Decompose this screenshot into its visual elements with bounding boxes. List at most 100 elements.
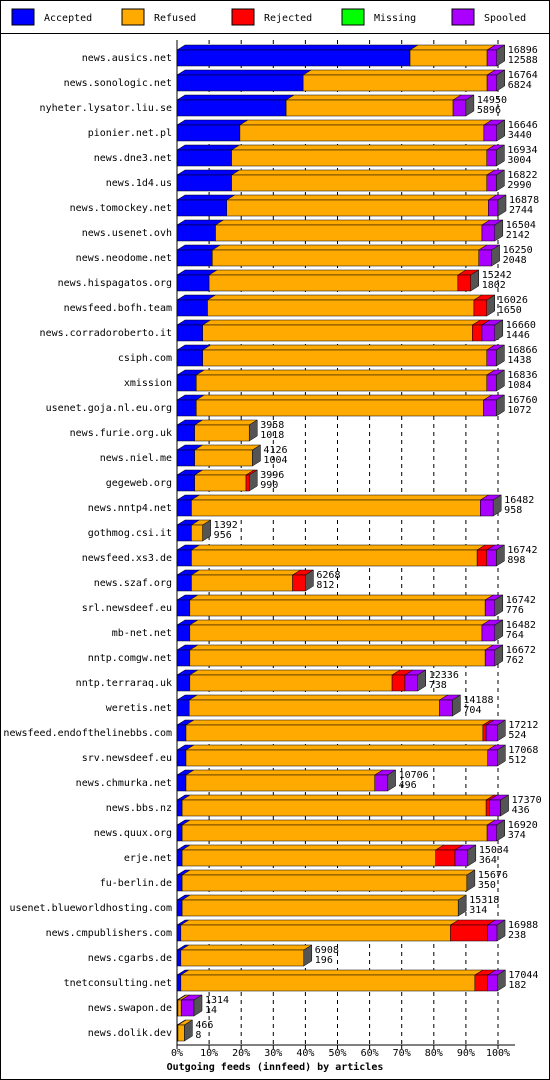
bar	[450, 924, 488, 942]
category-label cat: xmission	[124, 378, 172, 389]
bar-top	[176, 69, 313, 76]
bar	[176, 174, 232, 192]
bar	[176, 774, 187, 792]
bar-side	[491, 244, 500, 267]
accepted-label: 374	[508, 830, 526, 841]
bar	[181, 899, 459, 917]
category-label cat: newsfeed.bofh.team	[64, 303, 172, 314]
accepted-label: 956	[214, 530, 232, 541]
total-label: 14188	[463, 695, 493, 706]
x-tick-label: 80%	[425, 1048, 443, 1059]
total-label: 466	[195, 1020, 213, 1031]
total-label: 16764	[508, 70, 538, 81]
bar	[452, 99, 467, 117]
bar-top	[176, 94, 296, 101]
bar	[176, 749, 187, 767]
bar	[189, 624, 483, 642]
accepted-label: 2048	[503, 255, 527, 266]
category-label cat: news.quux.org	[94, 828, 172, 839]
bar	[176, 299, 208, 317]
category-label cat: news.dne3.net	[94, 153, 172, 164]
bar	[185, 749, 488, 767]
total-label: 10706	[399, 770, 429, 781]
category-label cat: news.1d4.us	[106, 178, 172, 189]
accepted-label: 12588	[508, 55, 538, 66]
bar	[231, 149, 488, 167]
total-label: 16822	[507, 170, 537, 181]
bar	[176, 149, 232, 167]
bar	[176, 524, 192, 542]
bar-side	[202, 519, 211, 542]
legend-label: Accepted	[44, 13, 92, 24]
bar-side	[497, 969, 506, 992]
bar-top	[193, 419, 259, 426]
bar	[208, 274, 459, 292]
bar	[191, 574, 293, 592]
bar	[476, 549, 488, 567]
bar-top	[225, 194, 498, 201]
bar	[185, 724, 484, 742]
bar	[486, 174, 497, 192]
bar	[202, 324, 473, 342]
total-label: 16672	[506, 645, 536, 656]
legend-swatch	[451, 8, 475, 26]
x-tick-label: 0%	[171, 1048, 183, 1059]
bar-top	[230, 169, 496, 176]
bar	[176, 874, 183, 892]
total-label: 4126	[263, 445, 287, 456]
bar	[454, 849, 469, 867]
category-label cat: weretis.net	[106, 703, 172, 714]
bar	[176, 674, 191, 692]
accepted-label: 196	[315, 955, 333, 966]
accepted-label: 776	[506, 605, 524, 616]
accepted-label: 6824	[508, 80, 532, 91]
total-label: 16934	[507, 145, 537, 156]
accepted-label: 5896	[477, 105, 501, 116]
total-label: 16836	[507, 370, 537, 381]
accepted-label: 238	[508, 930, 526, 941]
bar	[483, 124, 497, 142]
category-label cat: news.cmpublishers.com	[46, 928, 172, 939]
bar-top	[185, 744, 497, 751]
bar	[487, 749, 498, 767]
total-label: 16482	[506, 620, 536, 631]
total-label: 16988	[508, 920, 538, 931]
bar	[483, 399, 497, 417]
bar-side	[303, 944, 313, 967]
bar-top	[188, 594, 495, 601]
bar	[191, 499, 481, 517]
bar	[189, 649, 486, 667]
category-label cat: usenet.goja.nl.eu.org	[46, 403, 172, 414]
bar-side	[248, 469, 258, 492]
bar	[176, 699, 190, 717]
category-label cat: news.dolik.dev	[88, 1028, 172, 1039]
bar-side	[494, 619, 504, 642]
accepted-label: 512	[508, 755, 526, 766]
bar	[176, 399, 197, 417]
bar-side	[497, 744, 506, 767]
bar	[194, 449, 253, 467]
total-label: 12336	[429, 670, 459, 681]
bar-side	[496, 169, 505, 192]
accepted-label: 958	[504, 505, 522, 516]
category-label cat: srv.newsdeef.eu	[82, 753, 172, 764]
bar-top	[181, 844, 445, 851]
total-label: 15318	[469, 895, 499, 906]
bar-top	[409, 44, 496, 51]
bar-top	[181, 894, 468, 901]
bar-side	[387, 769, 396, 792]
bar	[176, 449, 195, 467]
accepted-label: 496	[399, 780, 417, 791]
bar-side	[193, 994, 203, 1017]
bar	[486, 549, 497, 567]
bar-top	[185, 719, 492, 726]
bar-top	[201, 319, 482, 326]
legend-swatch	[341, 8, 365, 26]
bar-top	[181, 819, 496, 826]
bar	[231, 174, 488, 192]
bar-top	[214, 219, 491, 226]
bar	[181, 824, 488, 842]
bar	[487, 974, 498, 992]
bar-side	[470, 269, 479, 292]
